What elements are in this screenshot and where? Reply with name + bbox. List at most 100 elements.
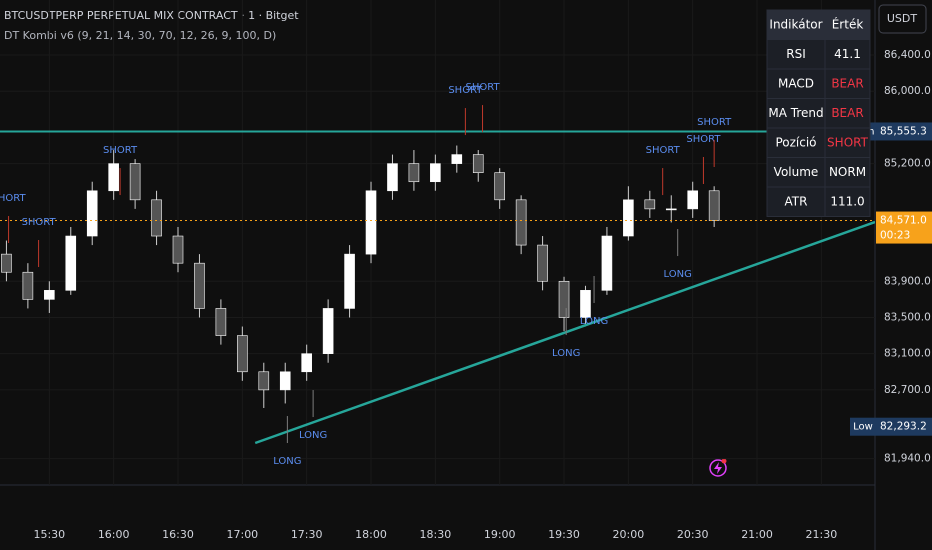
candle-body	[108, 163, 119, 192]
high-value-box	[876, 122, 932, 141]
table-text: MA Trend	[768, 106, 823, 120]
alert-icon	[709, 458, 727, 477]
table-text: ATR	[785, 194, 808, 208]
candle-body	[22, 271, 34, 300]
currency-label[interactable]: USDT	[887, 12, 918, 25]
x-tick-label: 16:00	[98, 528, 130, 541]
y-tick-label: 86,400.0	[884, 49, 931, 61]
table-cell	[766, 39, 826, 70]
chart-title: BTCUSDTPERP PERPETUAL MIX CONTRACT · 1 ·…	[4, 9, 299, 22]
candle-body	[430, 163, 441, 183]
candle-body	[86, 190, 98, 237]
low-value: 82,293.2	[880, 421, 927, 433]
candle-body	[537, 244, 548, 282]
candle-body	[623, 199, 634, 237]
table-cell	[824, 127, 871, 158]
high-value: 85,555.3	[880, 125, 927, 137]
candle-body	[687, 190, 699, 210]
low-value-box	[876, 417, 932, 436]
low-tag: Low	[853, 422, 873, 433]
y-tick-label: 81,940.0	[884, 453, 931, 465]
table-cell	[824, 157, 871, 188]
y-tick-label: 85,200.0	[884, 158, 931, 170]
candle-body	[451, 154, 463, 164]
table-text: SHORT	[827, 135, 869, 149]
candle-body	[129, 163, 141, 201]
table-cell	[766, 9, 826, 40]
signal-label: SHORT	[465, 82, 500, 93]
candle-body	[44, 290, 55, 300]
x-tick-label: 18:00	[355, 528, 387, 541]
y-tick-label: 83,100.0	[884, 348, 931, 360]
plot-area: SHORT SHORT SHORT SHORT SHORT SHORT SHORT SHORT…	[0, 0, 875, 485]
signal-label: LONG	[552, 348, 580, 359]
signal-label: SHORT	[646, 145, 681, 156]
x-tick-label: 19:30	[548, 528, 580, 541]
y-tick-label: 86,000.0	[884, 85, 931, 97]
last-price-value: 84,571.0	[880, 215, 927, 227]
candle-body	[194, 262, 205, 309]
x-tick-label: 18:30	[420, 528, 452, 541]
signal-label: SHORT	[697, 117, 732, 128]
signal-label: LONG	[580, 316, 608, 327]
signal-label: SHORT	[103, 145, 138, 156]
x-tick-label: 20:00	[613, 528, 645, 541]
candle-body	[322, 308, 334, 354]
table-text: Érték	[832, 16, 864, 31]
candle-body	[344, 253, 355, 309]
table-cell	[766, 186, 826, 217]
table-text: NORM	[829, 165, 866, 179]
candle-body	[1, 253, 12, 273]
table-text: MACD	[778, 76, 814, 90]
candle-body	[237, 335, 248, 373]
low-tag-box	[850, 417, 876, 436]
candle-body	[580, 290, 591, 318]
x-tick-label: 17:30	[291, 528, 323, 541]
x-tick-label: 21:30	[806, 528, 838, 541]
signal-label: SHORT	[686, 134, 721, 145]
signal-label: SHORT	[22, 217, 57, 228]
x-tick-label: 16:30	[162, 528, 194, 541]
x-tick-label: 17:00	[226, 528, 258, 541]
candle-body	[708, 190, 720, 221]
signal-label: LONG	[273, 456, 301, 467]
table-text: Volume	[774, 165, 819, 179]
table-text: 41.1	[834, 47, 861, 61]
x-tick-label: 21:00	[741, 528, 773, 541]
indicator-name: DT Kombi v6 (9, 21, 14, 30, 70, 12, 26, …	[4, 29, 276, 42]
table-text: Indikátor	[769, 17, 822, 31]
signal-label: SHORT	[0, 193, 26, 204]
currency-button[interactable]	[878, 4, 927, 34]
candle-body	[365, 190, 377, 255]
table-text: Pozíció	[775, 135, 816, 149]
overlay: 86,400.0 86,000.0 85,200.0 83,900.0 83,500.0…	[33, 9, 932, 541]
candle-body	[279, 371, 291, 391]
last-price-value-box	[876, 211, 932, 244]
y-tick-label: 83,500.0	[884, 311, 931, 323]
candle-body	[515, 199, 527, 246]
table-text: BEAR	[831, 106, 863, 120]
candle-body	[215, 308, 227, 336]
candle-body	[408, 163, 420, 183]
table-text: BEAR	[831, 76, 863, 90]
table-cell	[766, 157, 826, 188]
candle-body	[601, 235, 613, 291]
x-tick-label: 15:30	[33, 528, 65, 541]
candle-body	[665, 208, 677, 211]
x-tick-label: 20:30	[677, 528, 709, 541]
candle-body	[558, 280, 570, 318]
table-cell	[824, 186, 871, 217]
candle-body	[258, 371, 270, 391]
candle-body	[387, 163, 398, 192]
candle-body	[472, 154, 484, 173]
table-text: RSI	[786, 47, 806, 61]
trendline	[254, 220, 875, 445]
candle-body	[494, 172, 505, 201]
signal-label: LONG	[664, 269, 692, 280]
y-tick-label: 82,700.0	[884, 384, 931, 396]
table-text: 111.0	[830, 194, 864, 208]
candle-body	[644, 199, 656, 210]
last-price-countdown: 00:23	[880, 230, 910, 242]
